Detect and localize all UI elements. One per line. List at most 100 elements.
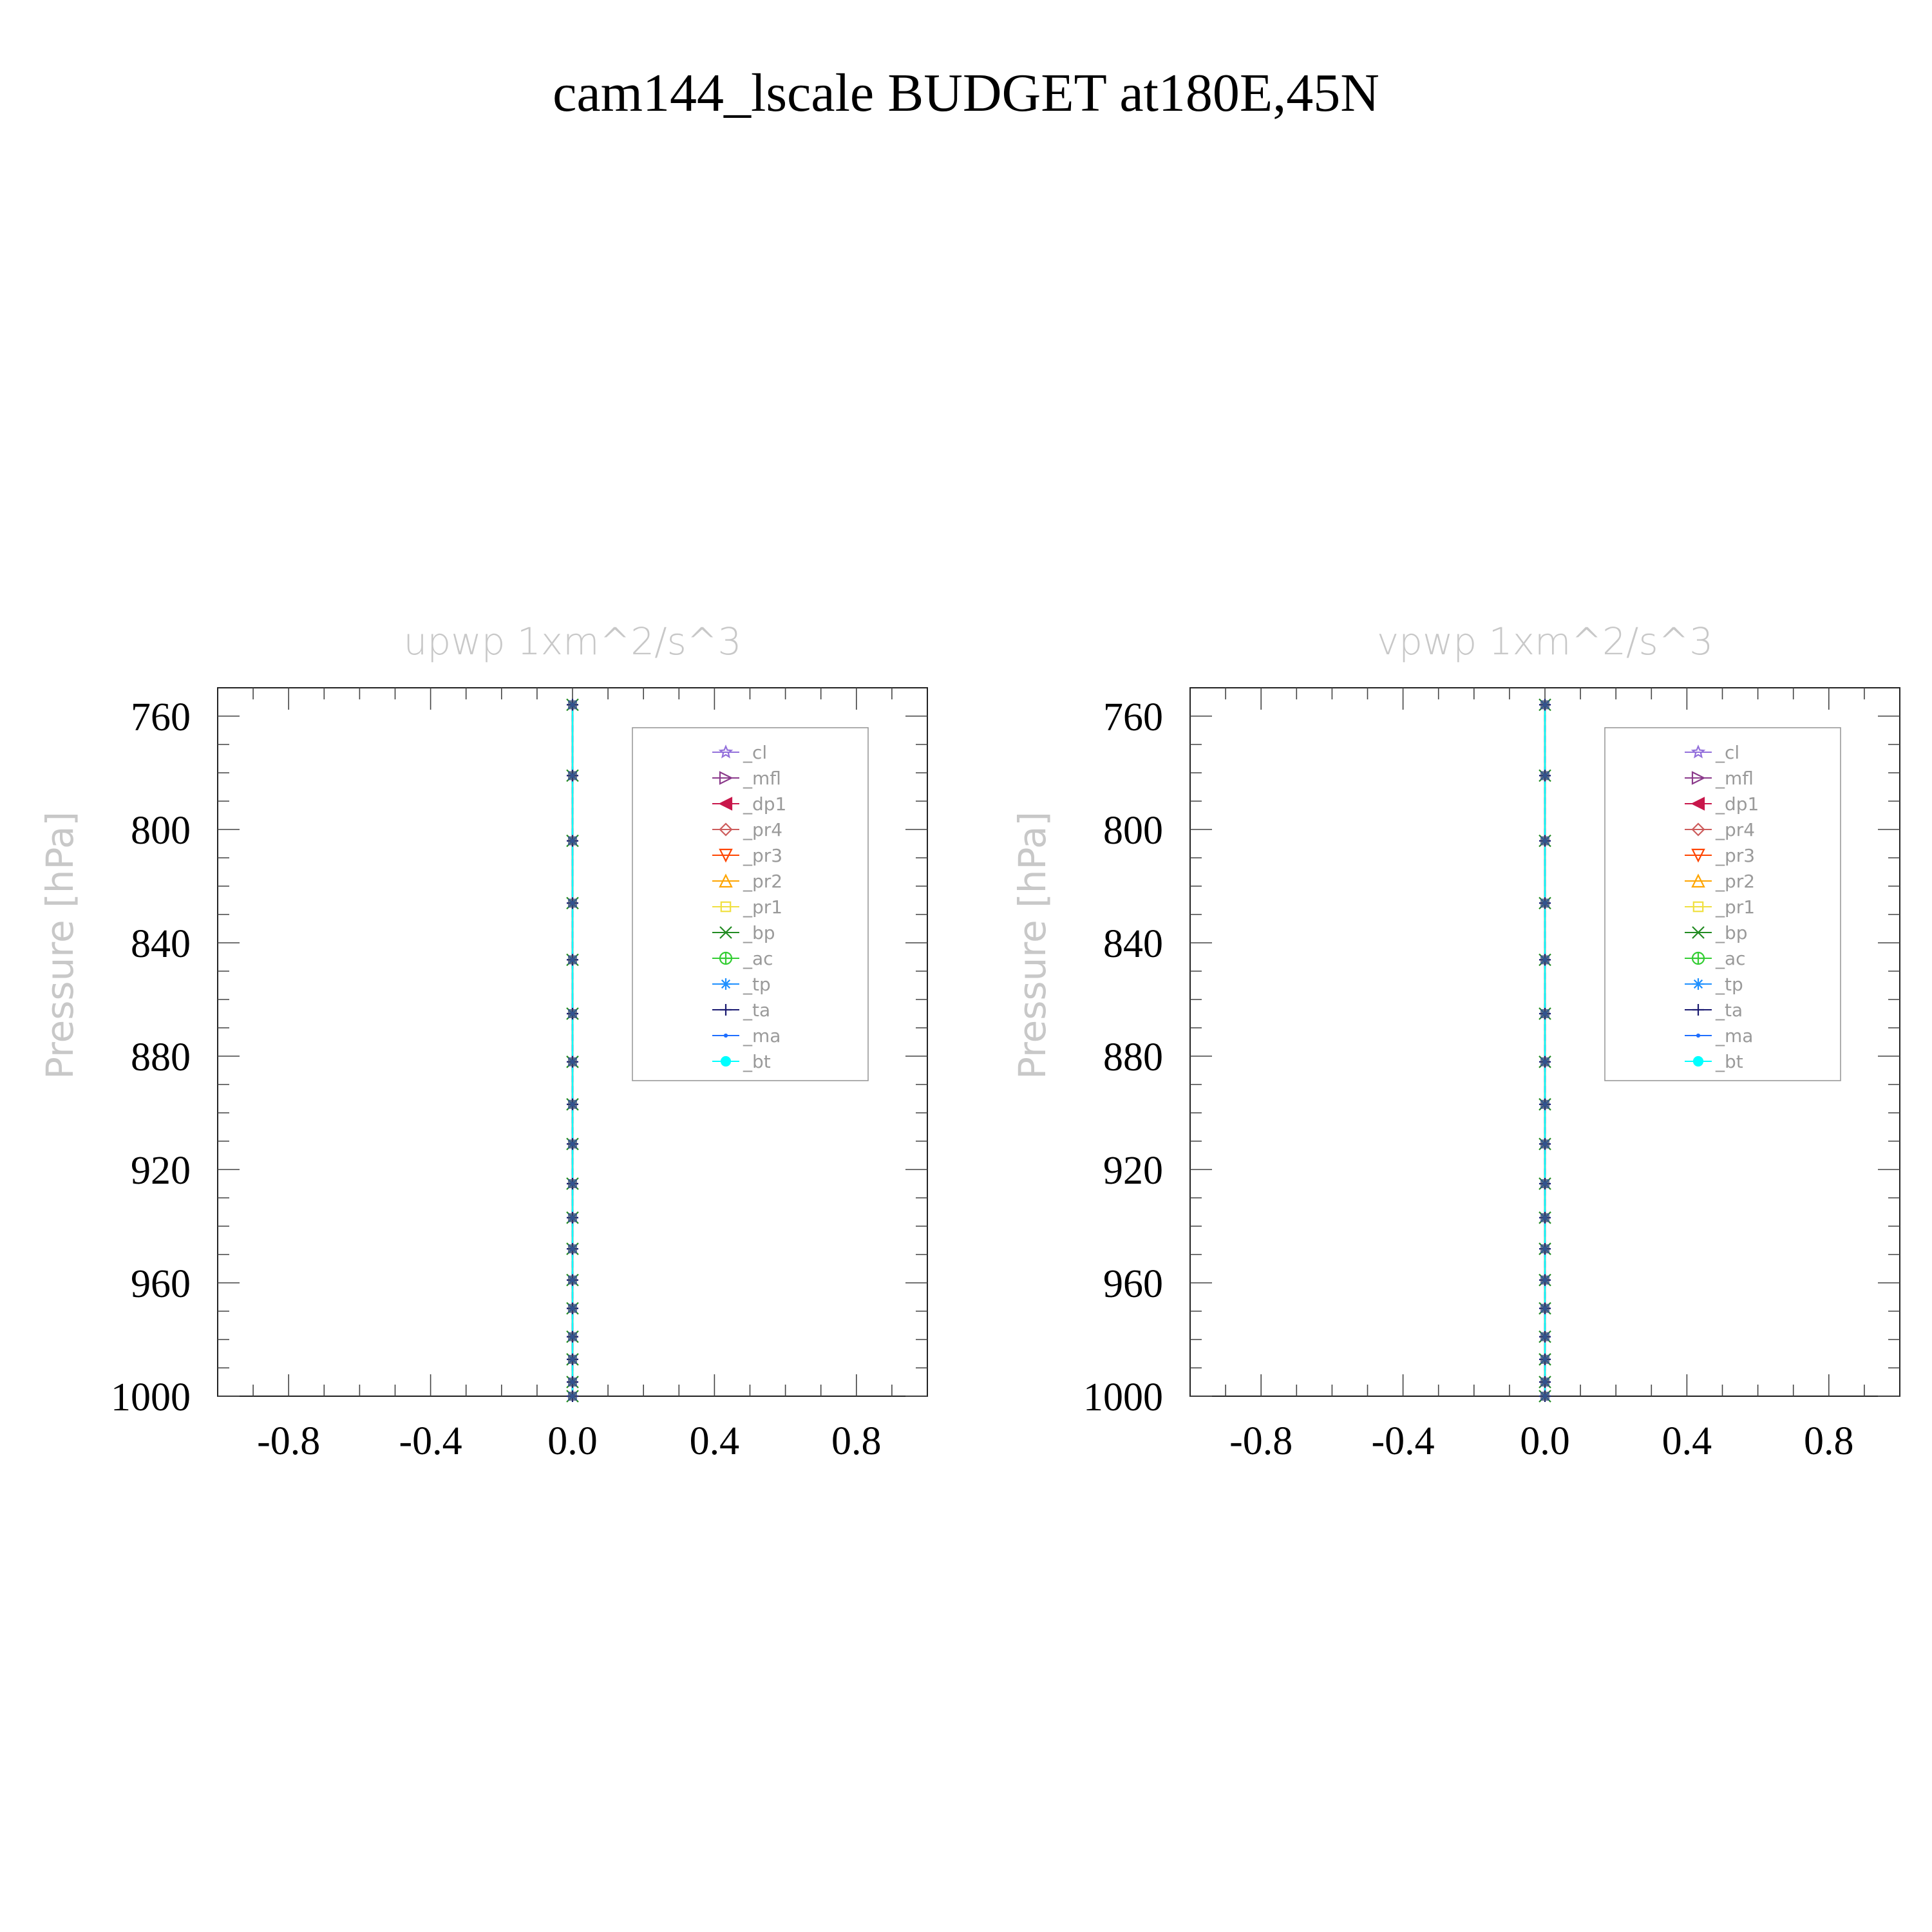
data-point xyxy=(568,771,577,781)
data-point xyxy=(568,1275,577,1285)
legend-label: _ta xyxy=(743,999,770,1021)
data-point xyxy=(1540,1378,1549,1387)
data-point xyxy=(1540,1213,1549,1222)
legend-label: _cl xyxy=(1715,742,1739,763)
y-tick-label: 960 xyxy=(131,1262,191,1306)
x-tick-label: 0.8 xyxy=(831,1419,882,1463)
legend-label: _pr2 xyxy=(1715,871,1755,892)
y-tick-label: 800 xyxy=(131,809,191,853)
legend-item: _bt xyxy=(1685,1051,1743,1072)
data-point xyxy=(568,700,577,710)
panel-title: vpwp 1xm^2/s^3 xyxy=(1377,620,1713,663)
data-point xyxy=(1540,771,1549,781)
y-axis-label: Pressure [hPa] xyxy=(1010,811,1054,1079)
legend-marker xyxy=(1692,1004,1704,1016)
data-point xyxy=(568,1392,577,1401)
legend-marker xyxy=(1691,848,1705,863)
data-point xyxy=(568,1332,577,1341)
legend-item: _ac xyxy=(712,948,773,969)
legend-marker xyxy=(1690,744,1706,759)
legend-marker xyxy=(1696,1033,1701,1038)
legend-item: _pr1 xyxy=(712,896,782,918)
marker-overlay xyxy=(568,700,577,1401)
legend-item: _pr2 xyxy=(1685,871,1755,892)
data-point xyxy=(568,836,577,846)
legend-marker xyxy=(719,848,733,863)
legend-marker xyxy=(718,744,734,759)
legend-marker xyxy=(720,1004,732,1016)
legend-label: _pr1 xyxy=(743,896,782,918)
legend-marker xyxy=(1691,822,1705,837)
legend-label: _cl xyxy=(743,742,767,763)
legend-label: _bp xyxy=(743,922,775,943)
y-tick-label: 1000 xyxy=(111,1376,191,1419)
data-point xyxy=(1540,1332,1549,1341)
legend-marker xyxy=(719,926,732,939)
legend-item: _ac xyxy=(1685,948,1746,969)
main-title: cam144_lscale BUDGET at180E,45N xyxy=(553,63,1379,123)
legend-marker xyxy=(723,1033,728,1038)
data-point xyxy=(568,1213,577,1222)
data-point xyxy=(1540,1392,1549,1401)
panel-title: upwp 1xm^2/s^3 xyxy=(404,620,742,663)
legend-marker xyxy=(720,978,732,990)
legend-marker xyxy=(1692,978,1704,990)
x-tick-label: 0.4 xyxy=(690,1419,740,1463)
y-tick-label: 840 xyxy=(131,922,191,966)
data-point xyxy=(1540,1179,1549,1188)
legend-item: _ma xyxy=(712,1025,781,1046)
legend-label: _bt xyxy=(743,1051,771,1072)
legend-item: _pr3 xyxy=(712,845,782,866)
legend-marker xyxy=(1690,797,1705,811)
legend-label: _ma xyxy=(1715,1025,1753,1046)
legend-marker xyxy=(1691,873,1705,888)
y-tick-label: 960 xyxy=(1103,1262,1163,1306)
legend-marker xyxy=(720,901,732,913)
data-point xyxy=(1540,836,1549,846)
legend-marker xyxy=(720,1056,732,1067)
y-tick-label: 760 xyxy=(1103,696,1163,739)
y-tick-label: 760 xyxy=(131,696,191,739)
y-axis-label: Pressure [hPa] xyxy=(38,811,82,1079)
legend-item: _bt xyxy=(712,1051,771,1072)
data-point xyxy=(1540,700,1549,710)
data-point xyxy=(1540,1303,1549,1313)
legend-label: _tp xyxy=(1715,974,1743,995)
legend-label: _ac xyxy=(1715,948,1746,969)
x-tick-label: 0.4 xyxy=(1662,1419,1712,1463)
legend-box xyxy=(1604,727,1841,1081)
legend-marker xyxy=(1692,1056,1704,1067)
legend-item: _pr4 xyxy=(1685,819,1755,840)
y-tick-label: 920 xyxy=(131,1149,191,1193)
data-point xyxy=(1540,898,1549,908)
y-tick-label: 920 xyxy=(1103,1149,1163,1193)
data-point xyxy=(568,1139,577,1149)
legend-marker xyxy=(1692,901,1704,913)
legend-item: _bp xyxy=(1685,922,1748,943)
legend-label: _dp1 xyxy=(1715,793,1759,815)
data-point xyxy=(568,1303,577,1313)
legend-label: _pr4 xyxy=(743,819,782,840)
y-tick-label: 880 xyxy=(1103,1036,1163,1079)
data-point xyxy=(1540,1244,1549,1254)
legend-item: _tp xyxy=(1685,974,1743,995)
data-point xyxy=(568,1244,577,1254)
data-point xyxy=(1540,955,1549,965)
y-tick-label: 800 xyxy=(1103,809,1163,853)
legend-label: _pr3 xyxy=(1715,845,1755,866)
data-point xyxy=(1540,1275,1549,1285)
legend-item: _mfl xyxy=(1685,768,1754,789)
legend-label: _tp xyxy=(743,974,771,995)
legend-label: _mfl xyxy=(1715,768,1754,789)
data-point xyxy=(568,1378,577,1387)
legend-label: _pr2 xyxy=(743,871,782,892)
legend-label: _dp1 xyxy=(743,793,786,815)
legend-label: _bp xyxy=(1715,922,1748,943)
legend-item: _pr2 xyxy=(712,871,782,892)
legend-item: _mfl xyxy=(712,768,781,789)
legend-item: _dp1 xyxy=(712,793,786,815)
legend-marker xyxy=(719,822,733,837)
y-tick-label: 880 xyxy=(131,1036,191,1079)
legend-item: _ta xyxy=(712,999,770,1021)
